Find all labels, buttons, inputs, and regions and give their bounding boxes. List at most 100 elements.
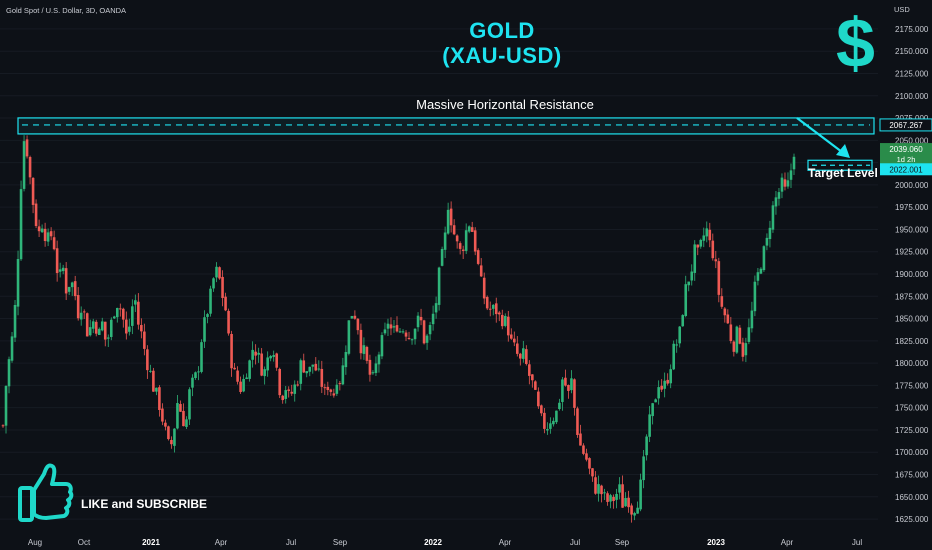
candle-body <box>299 360 303 384</box>
candle-body <box>540 405 543 414</box>
candle-body <box>341 365 345 385</box>
candle-body <box>377 354 381 365</box>
y-tick-label: 1725.000 <box>895 426 929 435</box>
candle-body <box>16 258 20 307</box>
candle-body <box>251 349 254 360</box>
candle-body <box>446 209 450 234</box>
candle-body <box>549 423 552 429</box>
candle-body <box>79 312 83 320</box>
y-tick-label: 1900.000 <box>895 270 929 279</box>
candle-body <box>765 237 769 246</box>
candle-body <box>759 268 763 274</box>
candle-body <box>693 244 697 273</box>
y-tick-label: 1800.000 <box>895 359 929 368</box>
candle-body <box>374 363 378 373</box>
candle-body <box>657 387 660 399</box>
candle-body <box>335 384 339 394</box>
candle-body <box>323 387 327 389</box>
y-tick-label: 1825.000 <box>895 337 929 346</box>
candle-body <box>245 377 248 380</box>
candle-body <box>103 321 107 340</box>
candle-body <box>134 300 137 305</box>
candle-body <box>143 331 146 349</box>
candle-body <box>729 324 733 342</box>
candle-body <box>7 359 11 387</box>
candle-body <box>582 445 585 454</box>
candle-body <box>618 484 621 493</box>
candle-body <box>112 316 116 319</box>
candle-body <box>22 141 26 189</box>
candle-body <box>458 243 462 249</box>
candle-body <box>200 342 203 372</box>
candle-body <box>543 412 546 429</box>
candle-body <box>591 468 594 477</box>
chart-title-line1: GOLD <box>469 18 535 43</box>
candle-body <box>170 439 173 445</box>
candle-body <box>128 326 131 332</box>
candle-body <box>464 230 468 251</box>
candle-body <box>720 296 724 307</box>
candle-body <box>296 384 300 386</box>
candle-body <box>287 389 291 391</box>
candle-body <box>212 278 215 289</box>
candle-body <box>774 197 778 207</box>
candle-body <box>155 387 158 392</box>
candle-body <box>561 379 564 402</box>
candle-body <box>347 320 351 354</box>
candle-body <box>149 370 152 372</box>
candle-body <box>94 321 98 334</box>
x-tick-label: Jul <box>286 538 296 547</box>
target-zone <box>807 159 873 171</box>
candle-body <box>311 364 315 367</box>
resistance-price-badge: 2067.267 <box>889 121 923 130</box>
candle-body <box>482 277 486 299</box>
target-arrow <box>796 117 843 153</box>
candle-body <box>248 360 251 379</box>
y-tick-label: 1650.000 <box>895 493 929 502</box>
candle-body <box>368 359 372 375</box>
candle-body <box>389 324 393 329</box>
candle-body <box>678 326 682 344</box>
y-tick-label: 1750.000 <box>895 404 929 413</box>
candle-body <box>437 267 441 305</box>
candle-body <box>416 315 420 328</box>
y-tick-label: 2175.000 <box>895 25 929 34</box>
candle-body <box>525 349 528 364</box>
candle-body <box>52 237 56 250</box>
candle-body <box>239 381 242 392</box>
candle-body <box>383 329 387 334</box>
candle-body <box>651 403 654 417</box>
candle-body <box>281 395 285 401</box>
candle-body <box>28 157 32 178</box>
candle-body <box>714 259 718 262</box>
candle-body <box>509 334 513 339</box>
candle-body <box>203 317 206 342</box>
candle-body <box>76 295 80 319</box>
candle-body <box>615 493 618 500</box>
candle-body <box>588 458 591 469</box>
candle-body <box>233 367 236 370</box>
candle-body <box>353 315 357 319</box>
candle-body <box>173 428 176 446</box>
y-tick-label: 2150.000 <box>895 47 929 56</box>
candle-body <box>224 296 227 311</box>
y-tick-label: 2050.000 <box>895 136 929 145</box>
candle-body <box>422 320 426 344</box>
candle-body <box>428 325 432 335</box>
candle-body <box>4 385 8 426</box>
candle-body <box>470 227 474 232</box>
candle-body <box>182 410 185 427</box>
candle-body <box>660 385 663 390</box>
candle-body <box>735 326 739 353</box>
candle-body <box>449 208 453 226</box>
x-tick-label: 2021 <box>142 538 160 547</box>
candle-body <box>152 370 155 392</box>
candle-body <box>1 425 5 427</box>
candle-body <box>194 372 197 379</box>
candle-body <box>97 328 101 335</box>
candle-body <box>191 377 194 388</box>
candle-body <box>627 497 630 508</box>
target-annotation: Target Level <box>808 166 878 180</box>
